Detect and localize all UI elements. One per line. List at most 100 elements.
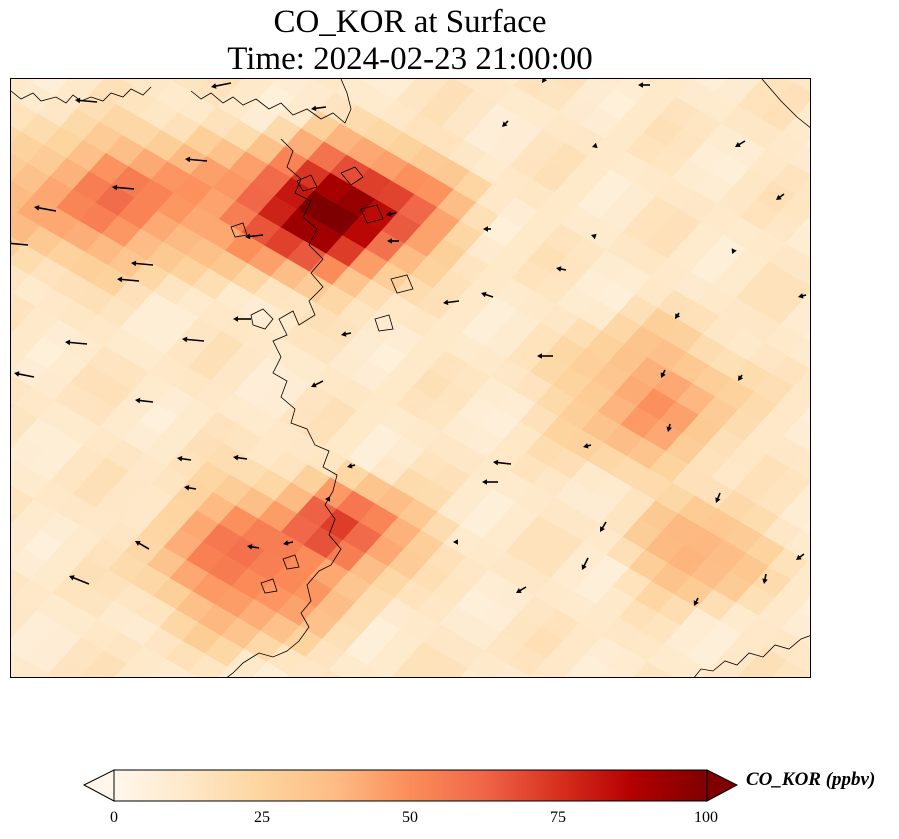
field-cell bbox=[495, 663, 531, 677]
field-cell bbox=[737, 665, 769, 677]
wind-arrow bbox=[693, 597, 699, 606]
colorbar-extend-min bbox=[82, 769, 115, 802]
field-cell bbox=[564, 671, 579, 677]
wind-arrow bbox=[387, 238, 399, 244]
field-cell bbox=[185, 79, 245, 123]
wind-arrow bbox=[325, 496, 330, 502]
wind-arrow bbox=[233, 316, 251, 322]
colorbar-tick-25: 25 bbox=[254, 809, 270, 826]
field-cell bbox=[529, 658, 579, 677]
map-title: CO_KOR at Surface bbox=[273, 4, 547, 40]
wind-arrow bbox=[638, 82, 650, 88]
field-cell bbox=[183, 671, 198, 677]
colorbar-gradient bbox=[113, 769, 708, 802]
wind-arrow bbox=[245, 233, 264, 240]
wind-arrow bbox=[798, 293, 807, 299]
field-cell bbox=[771, 660, 810, 677]
wind-arrow bbox=[311, 380, 324, 388]
wind-arrow bbox=[592, 142, 598, 149]
concentration-field bbox=[11, 79, 810, 677]
wind-arrow bbox=[135, 397, 154, 404]
wind-arrow bbox=[583, 443, 592, 449]
wind-arrow bbox=[65, 339, 88, 346]
field-cell bbox=[85, 79, 144, 120]
field-cell bbox=[149, 658, 198, 677]
colorbar bbox=[82, 769, 739, 802]
field-cell bbox=[114, 663, 150, 677]
field-cell bbox=[598, 666, 626, 677]
wind-arrow bbox=[660, 369, 666, 378]
wind-arrow bbox=[117, 276, 140, 283]
colorbar-tick-75: 75 bbox=[550, 809, 566, 826]
field-cell bbox=[287, 657, 340, 677]
wind-vector-layer bbox=[11, 79, 807, 606]
field-cell bbox=[529, 676, 531, 677]
wind-arrow bbox=[731, 248, 737, 254]
wind-arrow bbox=[776, 193, 785, 200]
wind-arrow bbox=[453, 539, 458, 545]
wind-arrow bbox=[493, 459, 512, 466]
field-cell bbox=[325, 79, 385, 121]
wind-arrow bbox=[600, 521, 607, 532]
wind-arrow bbox=[762, 573, 768, 584]
colorbar-extend-max bbox=[706, 769, 739, 802]
coastline-east bbox=[694, 79, 810, 677]
field-cell bbox=[218, 666, 245, 677]
field-cell bbox=[149, 676, 150, 677]
field-cell bbox=[668, 674, 674, 677]
wind-arrow bbox=[666, 423, 672, 432]
wind-arrow bbox=[184, 485, 197, 491]
field-cell bbox=[809, 520, 810, 521]
field-cell bbox=[702, 670, 722, 677]
colorbar-tick-50: 50 bbox=[402, 809, 418, 826]
wind-arrow bbox=[483, 226, 491, 232]
wind-arrow bbox=[502, 120, 509, 127]
field-cell bbox=[45, 673, 55, 677]
wind-arrow bbox=[556, 266, 567, 272]
wind-arrow bbox=[131, 260, 154, 267]
wind-arrow bbox=[481, 291, 494, 298]
wind-arrow bbox=[542, 79, 548, 83]
field-cell bbox=[11, 660, 55, 677]
wind-arrow bbox=[247, 544, 260, 550]
wind-arrow bbox=[516, 586, 527, 593]
map-canvas[interactable] bbox=[11, 79, 811, 678]
wind-arrow bbox=[185, 156, 208, 163]
wind-arrow bbox=[14, 371, 35, 378]
wind-arrow bbox=[386, 211, 397, 217]
wind-arrow bbox=[311, 105, 327, 112]
wind-arrow bbox=[591, 233, 597, 240]
colorbar-tick-100: 100 bbox=[694, 809, 718, 826]
coastline-peninsula bbox=[226, 138, 342, 677]
wind-arrow bbox=[283, 540, 294, 546]
field-cell bbox=[391, 660, 436, 677]
wind-arrow bbox=[537, 353, 553, 359]
field-cell bbox=[287, 675, 293, 677]
wind-arrow bbox=[347, 463, 356, 469]
coastline-layer bbox=[11, 79, 810, 677]
field-cell bbox=[79, 668, 102, 677]
wind-arrow bbox=[233, 454, 248, 461]
wind-arrow bbox=[738, 374, 744, 381]
wind-arrow bbox=[341, 331, 352, 337]
field-cell bbox=[425, 673, 436, 677]
field-cell bbox=[322, 670, 341, 677]
wind-arrow bbox=[735, 140, 746, 147]
wind-arrow bbox=[675, 312, 681, 319]
wind-arrow bbox=[182, 336, 205, 343]
field-cell bbox=[633, 661, 674, 677]
wind-arrow bbox=[796, 553, 805, 560]
field-cell bbox=[460, 668, 484, 677]
wind-arrow bbox=[69, 575, 90, 585]
wind-arrow bbox=[34, 205, 57, 212]
wind-arrow bbox=[715, 492, 721, 503]
map-panel[interactable] bbox=[10, 78, 811, 678]
field-cell bbox=[706, 79, 766, 121]
wind-arrow bbox=[177, 455, 192, 462]
wind-arrow bbox=[112, 184, 135, 191]
wind-arrow bbox=[211, 82, 232, 89]
wind-arrow bbox=[482, 479, 498, 485]
wind-arrow bbox=[443, 299, 460, 306]
field-cell bbox=[252, 661, 293, 677]
field-cell bbox=[806, 673, 810, 677]
